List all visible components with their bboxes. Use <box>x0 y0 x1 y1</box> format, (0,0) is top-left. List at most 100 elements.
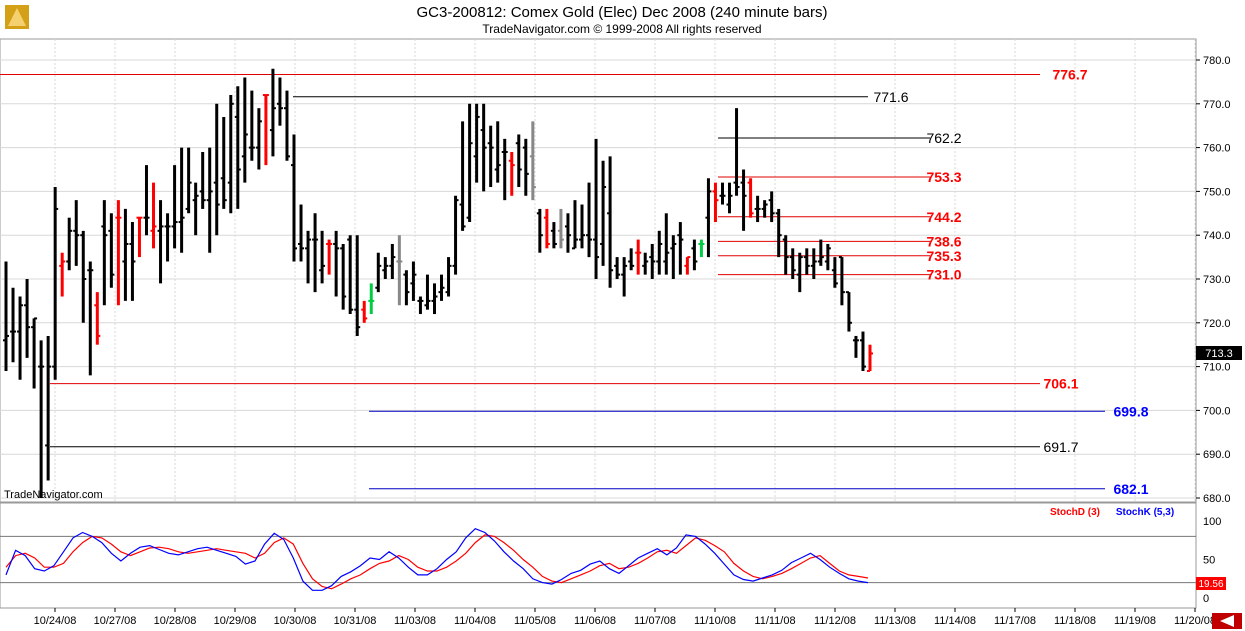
ohlc-bar <box>677 222 684 275</box>
ohlc-bar <box>810 248 817 279</box>
ohlc-bar <box>31 317 38 389</box>
y-tick-label: 690.0 <box>1203 449 1231 461</box>
ohlc-bar <box>459 121 466 231</box>
scroll-right-button[interactable] <box>1212 613 1242 629</box>
ohlc-bar <box>508 151 515 196</box>
ohlc-bar <box>87 261 94 376</box>
x-tick-label: 11/10/08 <box>694 615 736 627</box>
ohlc-bar <box>796 252 803 293</box>
ohlc-bar <box>473 103 480 183</box>
y-tick-label: 710.0 <box>1203 362 1231 374</box>
stoch-tick-label: 50 <box>1203 555 1215 567</box>
last-price-tag: 713.3 <box>1196 346 1242 360</box>
x-tick-label: 11/07/08 <box>634 615 676 627</box>
ohlc-bar <box>698 239 705 258</box>
ohlc-bar <box>143 165 150 236</box>
ohlc-bar <box>859 331 866 371</box>
level-label: 691.7 <box>1043 439 1078 455</box>
ohlc-bar <box>761 200 768 218</box>
level-label: 753.3 <box>926 169 961 185</box>
ohlc-bar <box>656 230 663 275</box>
ohlc-bar <box>768 191 775 223</box>
stochastic-grid <box>0 535 1196 584</box>
ohlc-bar <box>733 108 740 196</box>
ohlc-bar <box>803 248 810 275</box>
ohlc-bar <box>227 95 234 214</box>
ohlc-bar <box>52 187 59 380</box>
ohlc-bar <box>522 138 529 196</box>
ohlc-bar <box>824 243 831 271</box>
y-tick-label: 730.0 <box>1203 274 1231 286</box>
ohlc-bar <box>255 108 262 170</box>
ohlc-bar <box>571 200 578 250</box>
ohlc-bar <box>361 300 368 323</box>
level-label: 738.6 <box>926 233 961 249</box>
ohlc-bar <box>438 274 445 301</box>
x-tick-label: 11/12/08 <box>814 615 856 627</box>
ohlc-bar <box>312 213 319 293</box>
x-tick-label: 10/24/08 <box>34 615 77 627</box>
ohlc-bar <box>171 165 178 249</box>
ohlc-bar <box>199 151 206 209</box>
y-tick-label: 780.0 <box>1203 55 1231 67</box>
stochastic-lines <box>5 528 869 591</box>
x-tick-label: 11/19/08 <box>1114 615 1156 627</box>
level-label: 762.2 <box>926 130 961 146</box>
y-tick-label: 680.0 <box>1203 493 1231 505</box>
ohlc-bar <box>403 270 410 306</box>
ohlc-bar <box>838 256 845 306</box>
ohlc-bar <box>684 256 691 275</box>
ohlc-bar <box>389 243 396 279</box>
ohlc-bar <box>529 121 536 201</box>
level-label: 744.2 <box>926 209 961 225</box>
ohlc-bar <box>852 335 859 358</box>
ohlc-bar <box>59 252 66 297</box>
watermark: TradeNavigator.com <box>4 489 103 501</box>
ohlc-bar <box>347 235 354 315</box>
ohlc-bar <box>283 90 290 161</box>
ohlc-bar <box>740 169 747 231</box>
date-axis: 10/24/08 10/27/08 10/28/08 10/29/08 10/30/08… <box>0 607 1216 627</box>
ohlc-bar <box>691 239 698 271</box>
ohlc-bar <box>466 103 473 223</box>
ohlc-bar <box>550 222 557 249</box>
ohlc-bar <box>642 252 649 275</box>
ohlc-bar <box>94 292 101 345</box>
ohlc-bar <box>326 239 333 275</box>
y-tick-label: 720.0 <box>1203 318 1231 330</box>
arrow-icon <box>1220 615 1234 627</box>
ohlc-bar <box>501 138 508 201</box>
ohlc-bar <box>319 230 326 284</box>
ohlc-bar <box>747 178 754 218</box>
ohlc-bar <box>712 182 719 223</box>
x-tick-label: 11/20/08 <box>1174 615 1216 627</box>
price-panel <box>0 38 1197 503</box>
x-tick-label: 11/18/08 <box>1054 615 1096 627</box>
stochastic-axis: 100 50 0 <box>1203 516 1221 605</box>
ohlc-bar <box>614 257 621 279</box>
last-price-label: 713.3 <box>1205 348 1233 360</box>
ohlc-bar <box>424 274 431 310</box>
ohlc-bar <box>305 230 312 284</box>
ohlc-bar <box>649 243 656 279</box>
x-tick-label: 10/27/08 <box>94 615 137 627</box>
y-tick-label: 700.0 <box>1203 405 1231 417</box>
ohlc-bar <box>754 195 761 223</box>
x-tick-label: 10/30/08 <box>274 615 317 627</box>
ohlc-bar <box>480 103 487 192</box>
ohlc-bar <box>38 340 45 498</box>
ohlc-bar <box>515 134 522 188</box>
ohlc-bar <box>782 235 789 275</box>
ohlc-bar <box>867 344 873 372</box>
ohlc-bar <box>17 296 24 380</box>
ohlc-bar <box>10 287 17 363</box>
ohlc-bar <box>607 156 614 288</box>
ohlc-bar <box>487 125 494 188</box>
ohlc-bar <box>66 217 73 271</box>
ohlc-bar <box>136 216 143 258</box>
x-tick-label: 11/14/08 <box>934 615 976 627</box>
ohlc-bar <box>178 147 185 253</box>
ohlc-bar <box>185 147 192 214</box>
x-tick-label: 11/13/08 <box>874 615 916 627</box>
